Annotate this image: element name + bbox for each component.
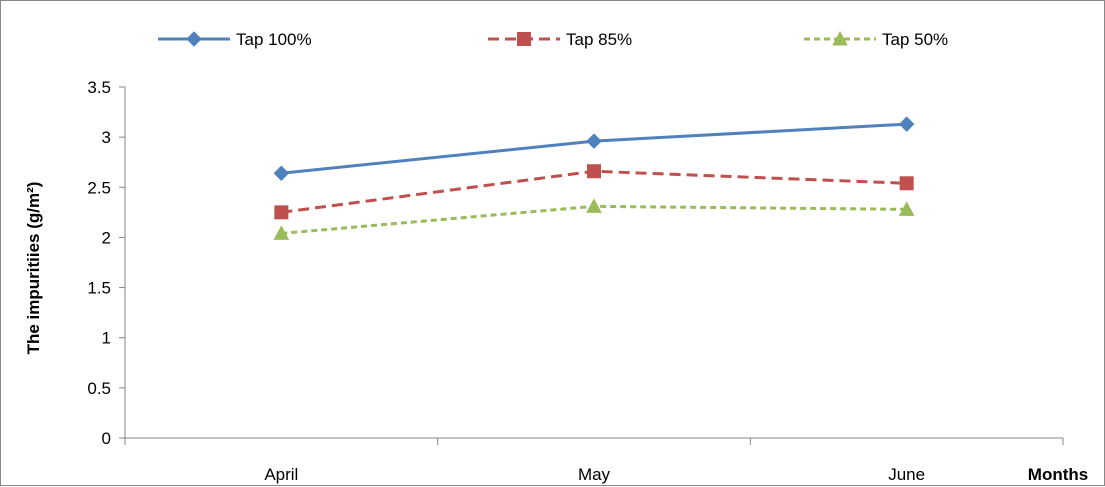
- legend-marker: [832, 30, 848, 46]
- y-tick-label: 3.5: [87, 78, 111, 97]
- series-tap-50: [273, 198, 915, 240]
- legend-label: Tap 85%: [566, 30, 632, 49]
- series-tap-85: [274, 164, 914, 220]
- data-point-tap-85-may: [587, 164, 601, 179]
- legend-entry-tap-100: Tap 100%: [158, 30, 312, 49]
- y-tick-label: 2: [102, 228, 111, 247]
- y-tick-label: 3: [102, 128, 111, 147]
- legend-entry-tap-50: Tap 50%: [804, 30, 948, 49]
- data-point-tap-100-june: [898, 116, 915, 132]
- legend: Tap 100% Tap 85% Tap 50%: [158, 30, 948, 49]
- data-point-tap-50-may: [586, 198, 602, 213]
- x-tick-label-may: May: [578, 465, 611, 484]
- legend-label: Tap 50%: [882, 30, 948, 49]
- legend-label: Tap 100%: [236, 30, 312, 49]
- x-tick-label-june: June: [888, 465, 925, 484]
- series-group: [273, 116, 915, 240]
- y-tick-label: 1: [102, 329, 111, 348]
- data-point-tap-85-june: [899, 176, 914, 191]
- y-tick-label: 1.5: [87, 279, 111, 298]
- legend-marker: [517, 32, 531, 46]
- x-axis-ticks: April May June: [124, 438, 1064, 484]
- legend-entry-tap-85: Tap 85%: [488, 30, 632, 49]
- data-point-tap-100-april: [273, 165, 290, 181]
- legend-marker: [186, 31, 202, 47]
- axes: 0 0.5 1 1.5 2 2.5 3 3.5 April May June: [87, 78, 1064, 484]
- y-tick-label: 0.5: [87, 379, 111, 398]
- x-axis-title: Months: [1028, 465, 1088, 484]
- data-point-tap-50-june: [898, 201, 915, 216]
- y-axis-ticks: 0 0.5 1 1.5 2 2.5 3 3.5: [87, 78, 125, 448]
- x-tick-label-april: April: [264, 465, 298, 484]
- y-tick-label: 0: [102, 429, 111, 448]
- data-point-tap-100-may: [586, 133, 602, 149]
- data-point-tap-50-april: [273, 225, 290, 240]
- y-axis-title: The impuritiies (g/m²): [24, 182, 43, 355]
- data-point-tap-85-april: [274, 205, 289, 220]
- series-tap-100: [273, 116, 915, 181]
- y-tick-label: 2.5: [87, 178, 111, 197]
